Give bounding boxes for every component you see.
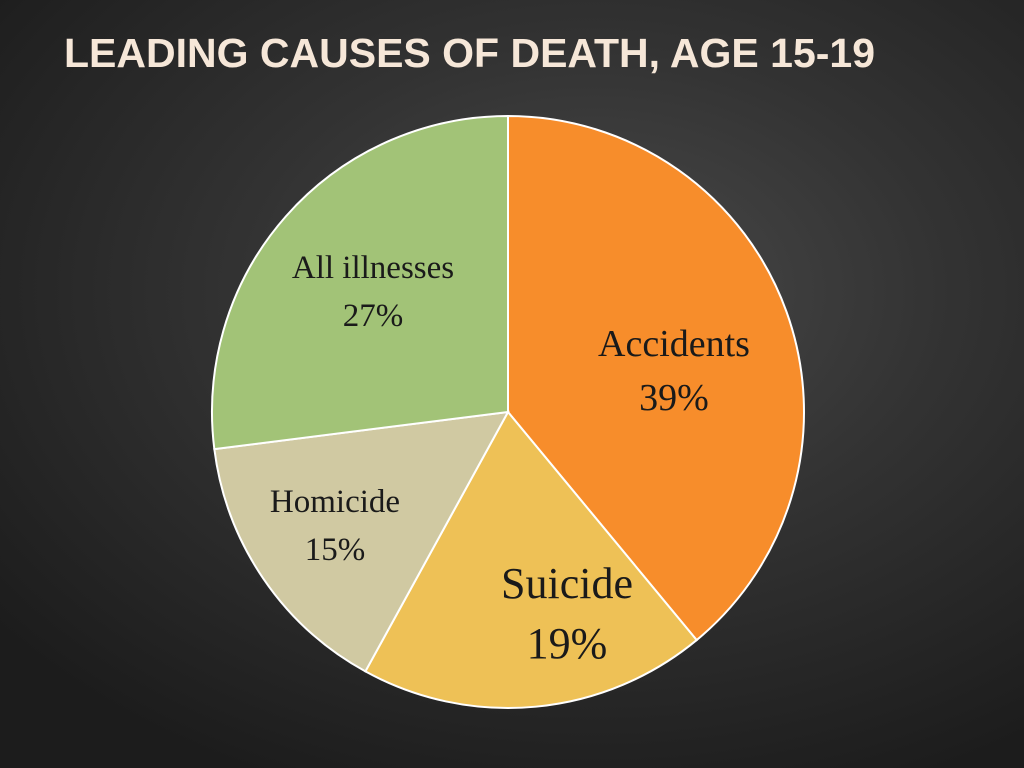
- pie-slice-suicide: [364, 410, 699, 709]
- pie-slices: [211, 114, 805, 709]
- slice-value-all-illnesses: 27%: [343, 298, 404, 334]
- pie-slice-homicide: [213, 410, 510, 673]
- slice-label-all-illnesses: All illnesses: [292, 250, 454, 286]
- slice-label-suicide: Suicide: [501, 559, 633, 608]
- slice-label-accidents: Accidents: [598, 323, 750, 365]
- pie-slice-accidents: [507, 114, 805, 642]
- pie-labels: Accidents 39% Suicide 19% Homicide 15% A…: [270, 250, 750, 668]
- slice-value-homicide: 15%: [305, 532, 366, 568]
- chart-title: LEADING CAUSES OF DEATH, AGE 15-19: [64, 30, 876, 76]
- pie-slice-all-illnesses: [211, 114, 509, 451]
- slice-label-homicide: Homicide: [270, 484, 400, 520]
- slice-value-suicide: 19%: [527, 619, 608, 668]
- slice-value-accidents: 39%: [639, 377, 709, 419]
